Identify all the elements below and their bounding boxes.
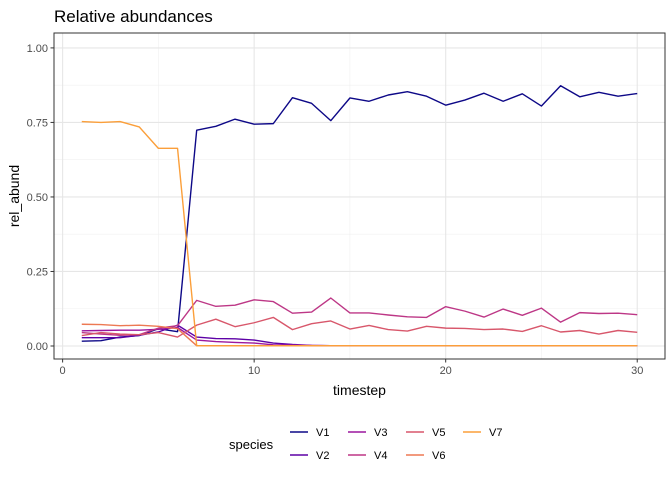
series-layer	[81, 85, 638, 347]
legend: species V1 V2 V3 V4 V5 V6 V7	[229, 427, 502, 462]
y-tick-label: 0.00	[27, 341, 48, 353]
y-tick-label: 0.75	[27, 117, 48, 129]
legend-label-v5: V5	[432, 427, 445, 439]
legend-label-v2: V2	[316, 450, 329, 462]
y-axis-title: rel_abund	[6, 165, 22, 227]
y-tick-label: 1.00	[27, 43, 48, 55]
legend-label-v7: V7	[489, 427, 502, 439]
x-tick-label: 20	[440, 365, 452, 377]
legend-label-v4: V4	[374, 450, 387, 462]
legend-title: species	[229, 437, 274, 452]
plot-border	[53, 32, 666, 360]
y-tick-label: 0.25	[27, 266, 48, 278]
chart-title: Relative abundances	[54, 7, 213, 26]
x-tick-label: 0	[60, 365, 66, 377]
axis-layer: 0 10 20 30 0.00 0.25 0.50 0.75 1.00	[27, 43, 644, 377]
series-line-v1	[81, 85, 638, 342]
series-line-v5	[81, 316, 638, 338]
y-tick-label: 0.50	[27, 192, 48, 204]
grid-layer	[54, 33, 665, 359]
legend-label-v1: V1	[316, 427, 329, 439]
x-tick-label: 30	[631, 365, 643, 377]
series-line-v4	[81, 297, 638, 336]
legend-label-v6: V6	[432, 450, 445, 462]
plot-panel	[54, 33, 665, 359]
x-axis-title: timestep	[333, 382, 386, 398]
legend-label-v3: V3	[374, 427, 387, 439]
x-tick-label: 10	[248, 365, 260, 377]
series-line-v7	[81, 120, 638, 347]
